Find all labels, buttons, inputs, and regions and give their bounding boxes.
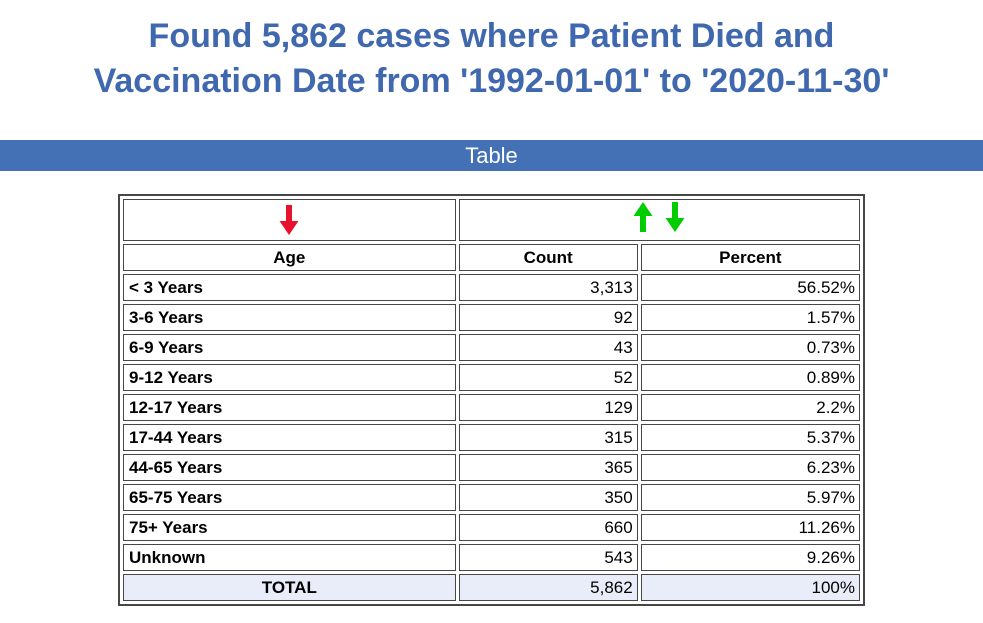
column-header-row: Age Count Percent <box>123 244 860 271</box>
count-cell: 52 <box>458 364 638 391</box>
age-cell: 65-75 Years <box>123 484 456 511</box>
column-header-percent: Percent <box>640 244 860 271</box>
percent-cell: 1.57% <box>640 304 860 331</box>
percent-cell: 5.97% <box>640 484 860 511</box>
count-cell: 350 <box>458 484 638 511</box>
count-cell: 43 <box>458 334 638 361</box>
age-cell: 9-12 Years <box>123 364 456 391</box>
total-count-cell: 5,862 <box>458 574 638 601</box>
sort-controls-row <box>123 199 860 241</box>
percent-cell: 5.37% <box>640 424 860 451</box>
count-cell: 315 <box>458 424 638 451</box>
age-cell: 12-17 Years <box>123 394 456 421</box>
page-title-line-1: Found 5,862 cases where Patient Died and <box>148 17 835 55</box>
table-row: Unknown 543 9.26% <box>123 544 860 571</box>
percent-cell: 56.52% <box>640 274 860 301</box>
age-cell: < 3 Years <box>123 274 456 301</box>
table-row: 9-12 Years 52 0.89% <box>123 364 860 391</box>
sort-values-ascending-button[interactable] <box>633 201 653 232</box>
count-cell: 129 <box>458 394 638 421</box>
table-row: 12-17 Years 129 2.2% <box>123 394 860 421</box>
table-section-banner: Table <box>0 140 983 171</box>
page-title: Found 5,862 cases where Patient Died and… <box>0 14 983 104</box>
count-cell: 92 <box>458 304 638 331</box>
table-row: < 3 Years 3,313 56.52% <box>123 274 860 301</box>
age-cell: 75+ Years <box>123 514 456 541</box>
age-cell: Unknown <box>123 544 456 571</box>
percent-cell: 0.73% <box>640 334 860 361</box>
page-title-line-2: Vaccination Date from '1992-01-01' to '2… <box>93 62 890 100</box>
age-cell: 44-65 Years <box>123 454 456 481</box>
age-sort-cell <box>123 199 456 241</box>
table-row: 65-75 Years 350 5.97% <box>123 484 860 511</box>
column-header-count: Count <box>458 244 638 271</box>
percent-cell: 2.2% <box>640 394 860 421</box>
count-cell: 3,313 <box>458 274 638 301</box>
table-row: 3-6 Years 92 1.57% <box>123 304 860 331</box>
percent-cell: 0.89% <box>640 364 860 391</box>
table-row: 44-65 Years 365 6.23% <box>123 454 860 481</box>
age-cell: 17-44 Years <box>123 424 456 451</box>
total-label-cell: TOTAL <box>123 574 456 601</box>
results-table: Age Count Percent < 3 Years 3,313 56.52%… <box>118 194 865 606</box>
sort-values-descending-button[interactable] <box>665 201 685 232</box>
percent-cell: 11.26% <box>640 514 860 541</box>
arrow-down-icon <box>279 205 299 235</box>
count-cell: 365 <box>458 454 638 481</box>
count-cell: 543 <box>458 544 638 571</box>
table-section-banner-label: Table <box>465 143 518 168</box>
table-row: 17-44 Years 315 5.37% <box>123 424 860 451</box>
count-cell: 660 <box>458 514 638 541</box>
age-cell: 3-6 Years <box>123 304 456 331</box>
arrow-up-icon <box>633 201 653 232</box>
sort-age-button[interactable] <box>279 205 299 235</box>
percent-cell: 9.26% <box>640 544 860 571</box>
value-sort-cell <box>458 199 860 241</box>
percent-cell: 6.23% <box>640 454 860 481</box>
total-percent-cell: 100% <box>640 574 860 601</box>
table-row: 6-9 Years 43 0.73% <box>123 334 860 361</box>
column-header-age: Age <box>123 244 456 271</box>
value-sort-buttons <box>633 201 685 232</box>
arrow-down-icon <box>665 201 685 232</box>
total-row: TOTAL 5,862 100% <box>123 574 860 601</box>
table-row: 75+ Years 660 11.26% <box>123 514 860 541</box>
age-cell: 6-9 Years <box>123 334 456 361</box>
